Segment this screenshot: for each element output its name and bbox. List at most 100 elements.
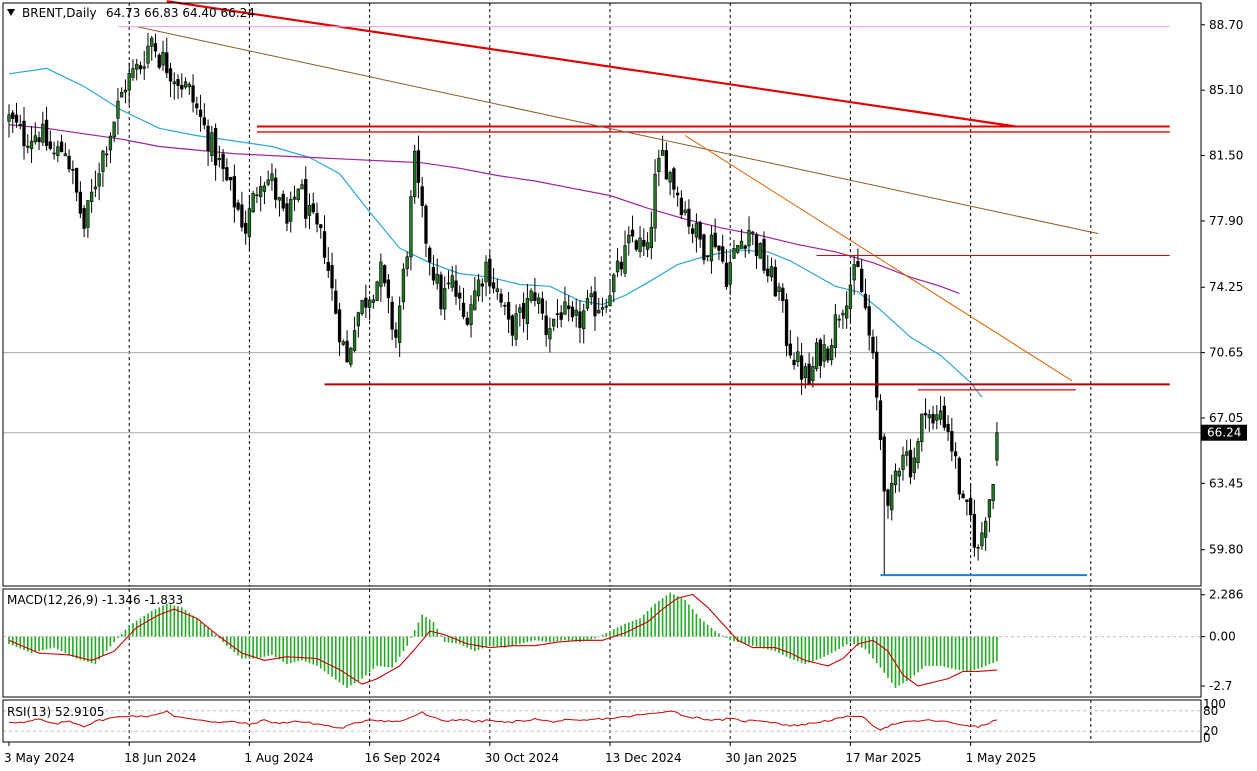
- trendline[interactable]: [136, 26, 1099, 235]
- bullish-candle: [270, 173, 274, 181]
- bearish-candle: [706, 255, 710, 258]
- bearish-candle: [82, 208, 86, 229]
- bearish-candle: [195, 103, 199, 109]
- bearish-candle: [416, 150, 421, 183]
- macd-histogram: [3, 592, 1201, 688]
- bullish-candle: [803, 366, 807, 379]
- bearish-candle: [304, 179, 308, 219]
- macd-axis: 2.286 0.00 -2.7: [1201, 588, 1243, 693]
- price-tick-label: 63.45: [1209, 476, 1243, 490]
- bullish-candle: [938, 410, 943, 420]
- bearish-candle: [243, 222, 248, 234]
- bearish-candle: [724, 262, 729, 288]
- bearish-candle: [510, 315, 515, 336]
- bullish-candle: [341, 341, 345, 345]
- bearish-candle: [334, 290, 338, 314]
- date-tick-label: 3 May 2024: [4, 751, 75, 765]
- bullish-candle: [183, 81, 188, 88]
- bullish-candle: [349, 347, 353, 365]
- bearish-candle: [923, 413, 928, 416]
- bearish-candle: [630, 229, 635, 237]
- bullish-candle: [116, 100, 120, 119]
- bullish-candle: [991, 483, 995, 501]
- last-price-label: 66.24: [1207, 426, 1241, 440]
- date-tick-label: 30 Oct 2024: [485, 751, 559, 765]
- bullish-candle: [469, 304, 473, 325]
- bullish-candle: [446, 282, 451, 285]
- bearish-candle: [225, 167, 229, 181]
- bearish-candle: [642, 240, 646, 247]
- bullish-candle: [848, 284, 853, 309]
- ohlc-values: 64.73 66.83 64.40 66.24: [106, 6, 255, 20]
- slow-moving-average: [8, 124, 960, 295]
- bearish-candle: [713, 232, 717, 248]
- bearish-candle: [22, 120, 26, 147]
- bearish-candle: [743, 245, 747, 249]
- bullish-candle: [187, 83, 191, 88]
- bullish-candle: [653, 173, 657, 229]
- bullish-candle: [912, 457, 916, 473]
- price-reference-lines: [3, 352, 1201, 434]
- bearish-candle: [176, 78, 180, 86]
- bearish-candle: [431, 267, 436, 281]
- bullish-candle: [976, 546, 980, 549]
- date-tick-label: 18 Jun 2024: [124, 751, 196, 765]
- bullish-candle: [694, 222, 699, 238]
- bearish-candle: [44, 119, 49, 146]
- collapse-triangle-icon[interactable]: [7, 9, 15, 16]
- bearish-candle: [311, 203, 315, 213]
- trendline[interactable]: [166, 0, 1016, 128]
- trendlines[interactable]: [117, 0, 1170, 577]
- bearish-candle: [48, 141, 52, 149]
- bearish-candle: [326, 261, 330, 271]
- bullish-candle: [150, 37, 154, 47]
- bullish-candle: [796, 351, 800, 362]
- bearish-candle: [533, 292, 537, 301]
- bearish-candle: [285, 203, 289, 224]
- bullish-candle: [615, 260, 620, 273]
- bearish-candle: [965, 499, 969, 503]
- bearish-candle: [428, 247, 432, 263]
- bearish-candle: [165, 52, 169, 74]
- bullish-candle: [608, 295, 612, 306]
- bearish-candle: [337, 309, 342, 343]
- date-tick-label: 13 Dec 2024: [605, 751, 682, 765]
- bullish-candle: [89, 191, 94, 202]
- bearish-candle: [664, 150, 669, 180]
- rsi-panel-border: [2, 699, 1202, 743]
- macd-tick-label: -2.7: [1209, 679, 1232, 693]
- bearish-candle: [461, 302, 466, 317]
- bullish-candle: [638, 237, 642, 252]
- bearish-candle: [634, 240, 638, 250]
- bullish-candle: [172, 81, 176, 85]
- trendline[interactable]: [684, 135, 1073, 382]
- bearish-candle: [766, 268, 770, 277]
- bullish-candle: [217, 158, 222, 161]
- bullish-candle: [983, 520, 988, 538]
- bullish-candle: [660, 149, 665, 156]
- bullish-candle: [120, 92, 124, 98]
- bearish-candle: [322, 231, 327, 258]
- bullish-candle: [367, 299, 372, 308]
- bullish-candle: [683, 209, 687, 214]
- rsi-tick-label: 0: [1203, 731, 1211, 745]
- bullish-candle: [920, 413, 924, 442]
- bearish-candle: [717, 245, 721, 251]
- price-tick-label: 88.70: [1209, 18, 1243, 32]
- bearish-candle: [946, 423, 950, 432]
- bullish-candle: [292, 196, 297, 200]
- bearish-candle: [702, 234, 706, 261]
- bullish-candle: [529, 290, 533, 301]
- macd-panel[interactable]: 2.286 0.00 -2.7 MACD(12,26,9) -1.346 -1.83…: [2, 588, 1243, 698]
- bullish-candle: [845, 305, 849, 319]
- price-panel[interactable]: 88.70 85.10 81.50 77.90 74.25 70.65 67.05 63.45…: [2, 0, 1247, 587]
- bearish-candle: [875, 351, 879, 398]
- bearish-candle: [394, 329, 398, 338]
- bullish-candle: [852, 264, 856, 281]
- bullish-candle: [893, 470, 898, 486]
- bullish-candle: [739, 240, 744, 249]
- bullish-candle: [837, 318, 841, 321]
- price-tick-label: 59.80: [1209, 543, 1243, 557]
